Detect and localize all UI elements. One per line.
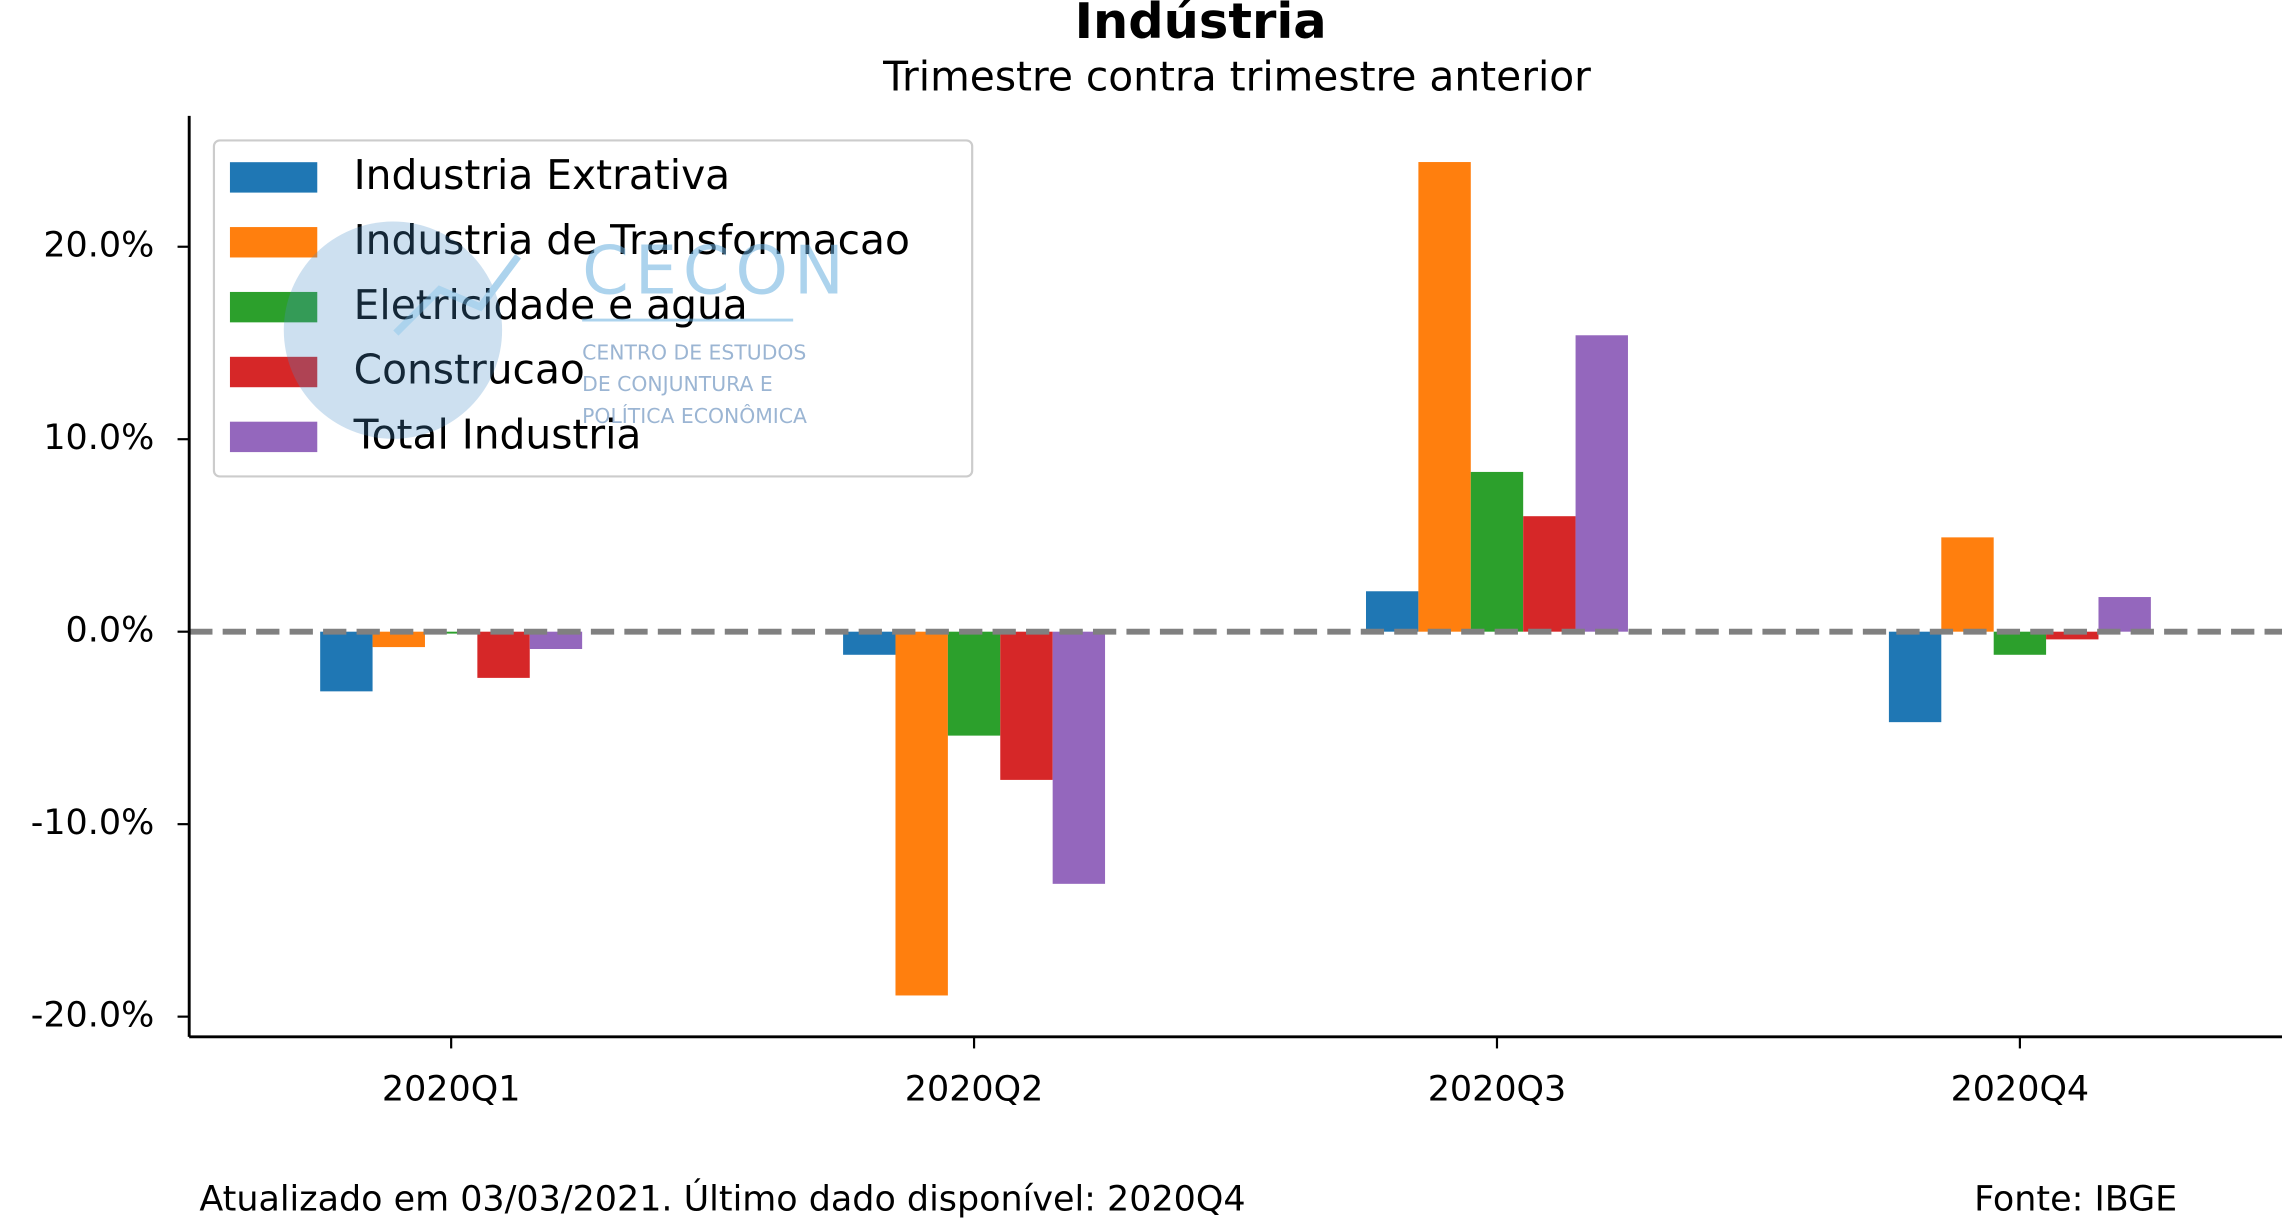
y-tick-label: 0.0% <box>66 611 155 651</box>
watermark: CECON CENTRO DE ESTUDOS DE CONJUNTURA E … <box>283 221 850 439</box>
bar <box>843 631 896 655</box>
x-tick-label: 2020Q2 <box>905 1069 1044 1109</box>
legend-swatch <box>229 291 318 323</box>
bar <box>320 631 373 692</box>
watermark-text: CECON <box>582 232 850 310</box>
legend-swatch <box>229 227 318 258</box>
bar <box>1575 335 1628 632</box>
legend-label: Industria de Transformacao <box>354 216 910 264</box>
y-tick-label: 20.0% <box>43 226 154 266</box>
y-tick-label: 10.0% <box>43 418 154 458</box>
legend-swatch <box>229 356 318 388</box>
footer-right: Fonte: IBGE <box>1974 1180 2177 1220</box>
watermark-text: DE CONJUNTURA E <box>582 372 773 396</box>
bar <box>1365 591 1419 632</box>
watermark-text: CENTRO DE ESTUDOS <box>582 340 806 364</box>
bar <box>895 631 948 996</box>
bar <box>529 631 583 650</box>
bar <box>1052 631 1106 884</box>
watermark-logo <box>393 254 522 336</box>
bar <box>1000 631 1053 780</box>
legend-swatch <box>229 162 318 193</box>
bar <box>1993 631 2047 655</box>
bar <box>372 631 425 648</box>
x-tick-label: 2020Q3 <box>1428 1069 1567 1109</box>
bar <box>1523 516 1576 632</box>
bar <box>424 631 478 634</box>
bar <box>1470 471 1524 632</box>
y-tick-label: -10.0% <box>31 803 155 843</box>
legend: Industria Extrativa Industria de Transfor… <box>212 139 974 478</box>
legend-label: Total Industria <box>353 411 642 459</box>
bar <box>1941 537 1994 632</box>
watermark-logo <box>283 221 503 439</box>
bar <box>477 631 530 678</box>
footer-left: Atualizado em 03/03/2021. Último dado di… <box>199 1178 1245 1220</box>
legend-box <box>212 139 974 478</box>
bar <box>1418 162 1471 632</box>
chart-subtitle: Trimestre contra trimestre anterior <box>882 53 1591 101</box>
bar <box>1888 631 1942 723</box>
watermark-text: POLÍTICA ECONÔMICA <box>582 403 807 428</box>
bar <box>2098 597 2151 632</box>
bar <box>2046 631 2099 640</box>
legend-label: Industria Extrativa <box>354 151 730 199</box>
chart-title: Indústria <box>1075 0 1327 50</box>
x-tick-label: 2020Q1 <box>382 1069 521 1109</box>
y-tick-label: -20.0% <box>31 996 155 1036</box>
legend-label: Construcao <box>354 346 585 394</box>
bar <box>947 631 1001 736</box>
plot-area: -20.0% -10.0% 0.0% 10.0% 20.0% 2020Q1 2020Q2 20… <box>31 115 2282 1109</box>
x-tick-label: 2020Q4 <box>1951 1069 2090 1109</box>
legend-swatch <box>229 421 318 453</box>
